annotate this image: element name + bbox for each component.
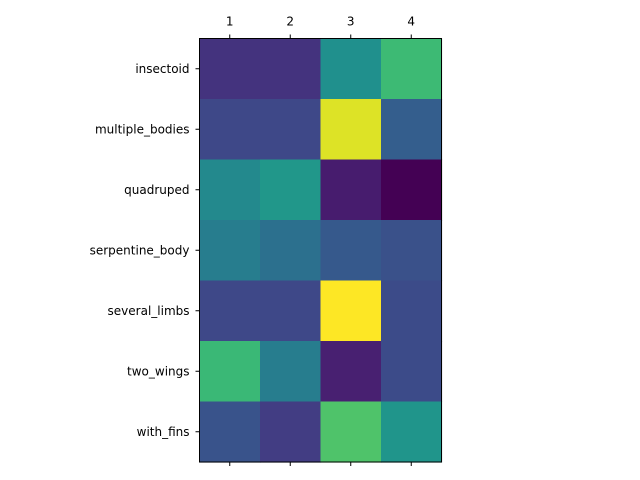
heatmap-cell-several_limbs-4	[381, 280, 443, 342]
axis-ticks: 1 2 3 4 insectoid multiple_bodies quadruped ser…	[90, 15, 415, 466]
heatmap-cell-several_limbs-2	[260, 280, 322, 342]
heatmap-cell-two_wings-1	[199, 341, 261, 403]
heatmap-cell-multiple_bodies-1	[199, 99, 261, 161]
x-tick-label-2: 2	[286, 15, 294, 29]
heatmap-cell-two_wings-4	[381, 341, 443, 403]
heatmap-cell-multiple_bodies-3	[320, 99, 382, 161]
heatmap-cell-quadruped-1	[199, 159, 261, 221]
heatmap-cell-serpentine_body-1	[199, 220, 261, 282]
heatmap-cell-quadruped-4	[381, 159, 443, 221]
heatmap-cell-serpentine_body-3	[320, 220, 382, 282]
heatmap-cell-serpentine_body-2	[260, 220, 322, 282]
heatmap-cell-with_fins-4	[381, 401, 443, 463]
heatmap-cell-two_wings-3	[320, 341, 382, 403]
y-tick-label-multiple_bodies: multiple_bodies	[95, 122, 190, 136]
heatmap-cell-multiple_bodies-2	[260, 99, 322, 161]
heatmap-cell-with_fins-1	[199, 401, 261, 463]
heatmap-cell-quadruped-2	[260, 159, 322, 221]
y-tick-label-serpentine_body: serpentine_body	[90, 243, 190, 257]
y-tick-label-with_fins: with_fins	[137, 425, 190, 439]
heatmap-cell-multiple_bodies-4	[381, 99, 443, 161]
heatmap-cells	[199, 38, 443, 463]
heatmap-cell-insectoid-4	[381, 38, 443, 100]
x-tick-label-3: 3	[347, 15, 355, 29]
y-tick-label-several_limbs: several_limbs	[108, 304, 190, 318]
y-tick-label-two_wings: two_wings	[127, 364, 189, 378]
heatmap-cell-two_wings-2	[260, 341, 322, 403]
x-tick-label-4: 4	[407, 15, 415, 29]
heatmap-cell-with_fins-3	[320, 401, 382, 463]
heatmap-cell-quadruped-3	[320, 159, 382, 221]
heatmap-cell-serpentine_body-4	[381, 220, 443, 282]
x-tick-label-1: 1	[226, 15, 234, 29]
heatmap-cell-insectoid-1	[199, 38, 261, 100]
heatmap-cell-with_fins-2	[260, 401, 322, 463]
y-tick-label-insectoid: insectoid	[135, 62, 189, 76]
y-tick-label-quadruped: quadruped	[124, 183, 189, 197]
heatmap-cell-several_limbs-3	[320, 280, 382, 342]
heatmap-cell-insectoid-3	[320, 38, 382, 100]
heatmap-cell-insectoid-2	[260, 38, 322, 100]
heatmap-cell-several_limbs-1	[199, 280, 261, 342]
